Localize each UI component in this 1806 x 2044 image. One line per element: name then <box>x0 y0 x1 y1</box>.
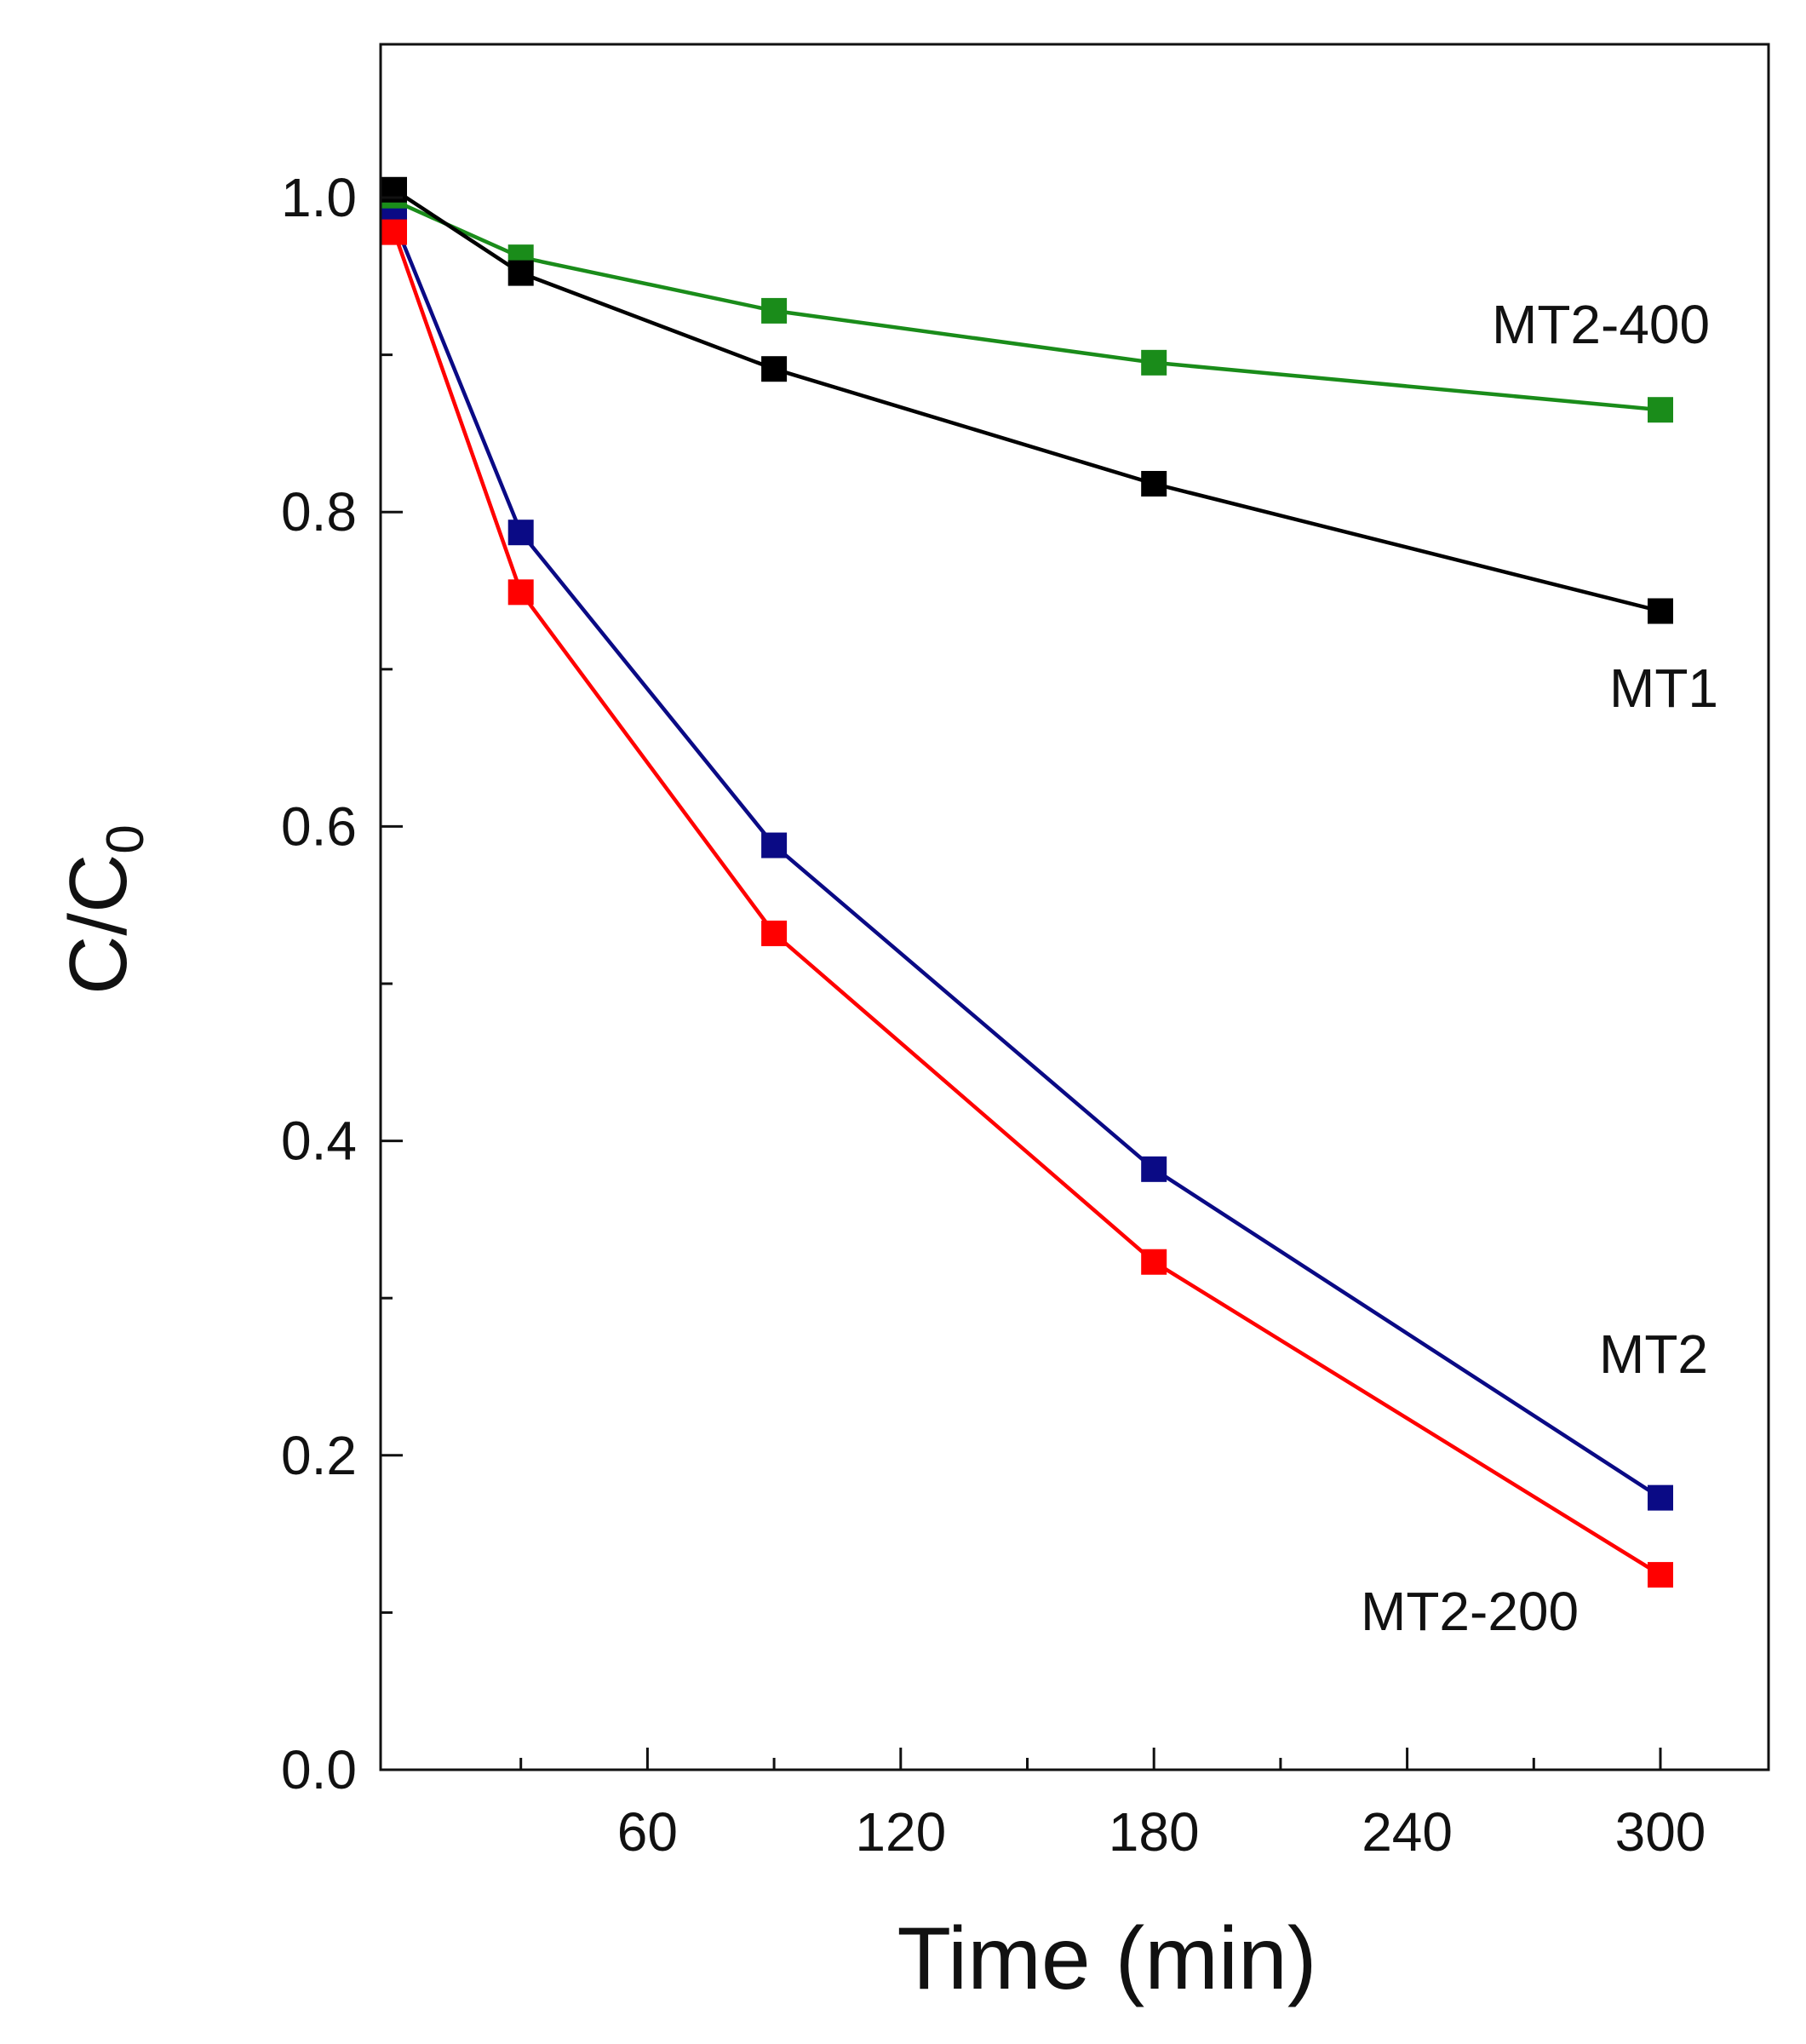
x-tick-label-180: 180 <box>1109 1801 1200 1863</box>
tick-labels: 60 120 180 240 300 0.0 0.2 0.4 0.6 0.8 1.0 <box>281 167 1706 1863</box>
y-axis-title-main: C/C <box>53 854 144 995</box>
marker-mt1-t30 <box>507 260 534 286</box>
x-axis-title: Time (min) <box>897 1909 1317 2008</box>
series-label-mt2-400: MT2-400 <box>1492 294 1710 355</box>
marker-mt2-200-t90 <box>761 920 788 946</box>
marker-mt2-200-t180 <box>1141 1249 1167 1275</box>
marker-mt1-t90 <box>761 356 788 382</box>
y-axis-title-subscript: 0 <box>96 824 155 853</box>
marker-mt2-400-t300 <box>1648 397 1673 423</box>
y-tick-label-0-0: 0.0 <box>281 1739 357 1800</box>
series-labels: MT2-400 MT1 MT2 MT2-200 <box>1361 294 1718 1642</box>
y-tick-label-0-2: 0.2 <box>281 1425 357 1486</box>
x-tick-label-240: 240 <box>1362 1801 1453 1863</box>
marker-mt2-200-t0 <box>381 219 407 245</box>
marker-mt1-t300 <box>1648 598 1673 624</box>
marker-mt2-t300 <box>1648 1484 1673 1511</box>
marker-mt1-t180 <box>1141 470 1167 497</box>
series-label-mt2: MT2 <box>1599 1323 1708 1385</box>
y-tick-label-0-4: 0.4 <box>281 1111 357 1172</box>
x-tick-label-120: 120 <box>855 1801 946 1863</box>
marker-mt2-t30 <box>507 520 534 546</box>
marker-mt2-t90 <box>761 832 788 858</box>
marker-mt2-200-t30 <box>507 579 534 606</box>
marker-mt2-400-t90 <box>761 297 788 324</box>
x-tick-label-60: 60 <box>617 1801 678 1863</box>
marker-mt2-200-t300 <box>1648 1562 1673 1588</box>
marker-mt2-t180 <box>1141 1156 1167 1182</box>
series-label-mt1: MT1 <box>1609 657 1718 719</box>
x-tick-label-300: 300 <box>1615 1801 1706 1863</box>
marker-mt2-400-t180 <box>1141 349 1167 376</box>
axis-ticks <box>381 196 1662 1771</box>
y-tick-label-0-8: 0.8 <box>281 481 357 543</box>
y-tick-label-1-0: 1.0 <box>281 167 357 228</box>
plot-frame <box>379 43 1770 1771</box>
y-tick-label-0-6: 0.6 <box>281 795 357 857</box>
y-axis-title: C/C0 <box>53 824 155 995</box>
series-label-mt2-200: MT2-200 <box>1361 1581 1579 1642</box>
